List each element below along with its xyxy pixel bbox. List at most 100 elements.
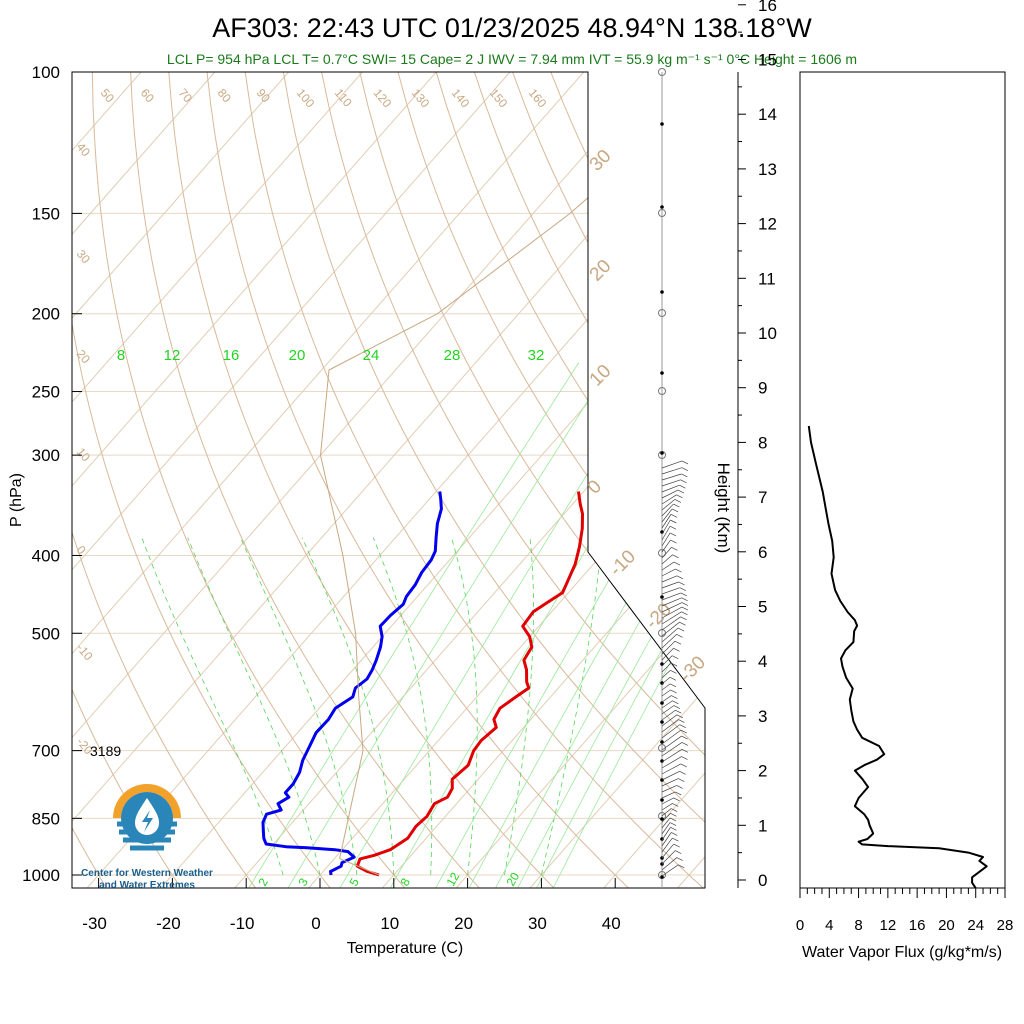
- isotherm-label: 110: [332, 86, 355, 110]
- wind-barb-flag: [669, 525, 677, 530]
- wind-barb: [661, 729, 682, 745]
- wind-barb: [661, 803, 673, 811]
- logo-bolt-icon: [142, 810, 153, 832]
- moist-adiabat-line: [187, 537, 321, 876]
- wind-barb: [661, 611, 682, 625]
- barb-point: [660, 720, 664, 724]
- isotherm-line: [304, 72, 705, 888]
- wind-barb-flag: [676, 857, 683, 861]
- wind-barb-flag: [681, 756, 688, 760]
- wind-barb-flag: [681, 473, 688, 478]
- wind-barb-flag: [673, 797, 680, 802]
- wind-barb: [661, 857, 677, 871]
- temperature-line-label: 20: [586, 256, 616, 286]
- wind-barb: [661, 568, 676, 577]
- wind-barb: [661, 843, 674, 859]
- wind-barb: [661, 514, 672, 529]
- wind-barb-flag: [672, 554, 679, 559]
- isotherm-label: 160: [526, 86, 550, 111]
- isotherm-line: [72, 72, 705, 888]
- wind-barb: [661, 822, 671, 835]
- wind-barb-flag: [678, 581, 685, 586]
- temperature-line-label: -20: [642, 599, 676, 633]
- isotherm-line: [72, 72, 585, 888]
- wind-barb-flag: [680, 763, 687, 768]
- mixing-ratio-label: 24: [363, 347, 380, 364]
- wind-barb: [661, 683, 671, 691]
- wind-barb: [661, 735, 682, 751]
- wind-barb-flag: [671, 508, 679, 513]
- wind-barb: [661, 714, 678, 727]
- wind-barb: [661, 460, 683, 469]
- wind-barb: [661, 670, 671, 679]
- isotherm-label: 130: [409, 86, 433, 111]
- isotherm-label: 60: [138, 86, 158, 105]
- wind-barb: [661, 850, 676, 865]
- wind-barb: [661, 489, 679, 499]
- dry-adiabat-line: [626, 72, 705, 888]
- logo-text-line1: Center for Western Weather: [81, 868, 213, 879]
- wind-barb-flag: [671, 695, 678, 699]
- wind-barb-flag: [670, 513, 678, 518]
- wind-barb-flag: [680, 729, 687, 734]
- wind-barb: [661, 770, 680, 781]
- wind-barb: [661, 532, 671, 547]
- logo-sun-arc: [113, 784, 181, 818]
- dry-adiabat-line: [244, 72, 705, 888]
- wind-barb-flag: [670, 539, 677, 544]
- wind-barb-flag: [670, 827, 677, 831]
- wind-barb: [661, 742, 683, 757]
- isotherm-line: [72, 72, 216, 888]
- height-tick-label: 9: [758, 379, 767, 398]
- wind-barb-flag: [675, 791, 682, 796]
- wind-barb-flag: [670, 519, 677, 524]
- moist-adiabat-line: [240, 537, 358, 876]
- dry-adiabat-line: [818, 72, 1024, 892]
- wind-barb-flag: [676, 785, 683, 789]
- y-axis-title: P (hPa): [8, 473, 25, 527]
- x-tick-label: -30: [82, 914, 107, 933]
- height-tick-label: 2: [758, 762, 767, 781]
- temperature-line-label: 30: [586, 146, 616, 176]
- isotherm-line: [157, 72, 705, 888]
- wind-barb: [661, 817, 671, 829]
- wind-barb-flag: [672, 803, 679, 807]
- wind-barb-flag: [669, 817, 677, 822]
- mixing-ratio-line: [337, 362, 657, 888]
- calm-wind-circle: [658, 744, 666, 752]
- dry-adiabat-line: [742, 72, 1024, 892]
- wind-barb-flag: [680, 592, 688, 597]
- flux-x-tick-label: 4: [825, 917, 833, 934]
- wind-barb-flag: [677, 489, 685, 494]
- isotherm-label: 80: [215, 86, 235, 105]
- dry-adiabat-line: [550, 72, 705, 888]
- flux-x-tick-label: 16: [909, 917, 926, 934]
- dry-adiabat-line: [206, 72, 634, 888]
- wind-barb-flag: [681, 611, 688, 616]
- isotherm-line: [72, 72, 290, 888]
- dry-adiabat-line: [588, 72, 705, 888]
- wind-barb: [661, 581, 679, 589]
- height-tick-label: 8: [758, 433, 767, 452]
- wind-barb: [661, 526, 671, 541]
- dry-adiabat-label: 30: [74, 247, 94, 266]
- y-tick-label: 850: [32, 809, 60, 828]
- wind-barb-flag: [676, 714, 684, 719]
- wind-barb: [661, 724, 680, 739]
- calm-wind-circle: [658, 68, 666, 76]
- wind-barb-flag: [679, 484, 686, 489]
- flux-x-tick-label: 12: [880, 917, 897, 934]
- wind-barb-flag: [675, 709, 682, 714]
- mixing-ratio-label: 20: [289, 347, 306, 364]
- barb-point: [660, 681, 664, 685]
- y-tick-label: 100: [32, 63, 60, 82]
- dry-adiabat-line: [168, 72, 559, 888]
- temperature-line-label: -30: [676, 652, 710, 686]
- wind-barb-flag: [675, 568, 682, 573]
- flux-profile-line: [807, 425, 988, 888]
- barb-point: [660, 817, 664, 821]
- wind-barb: [661, 808, 672, 817]
- height-tick-label: 15: [758, 51, 777, 70]
- wind-barb: [661, 640, 676, 655]
- calm-wind-circle: [658, 209, 666, 217]
